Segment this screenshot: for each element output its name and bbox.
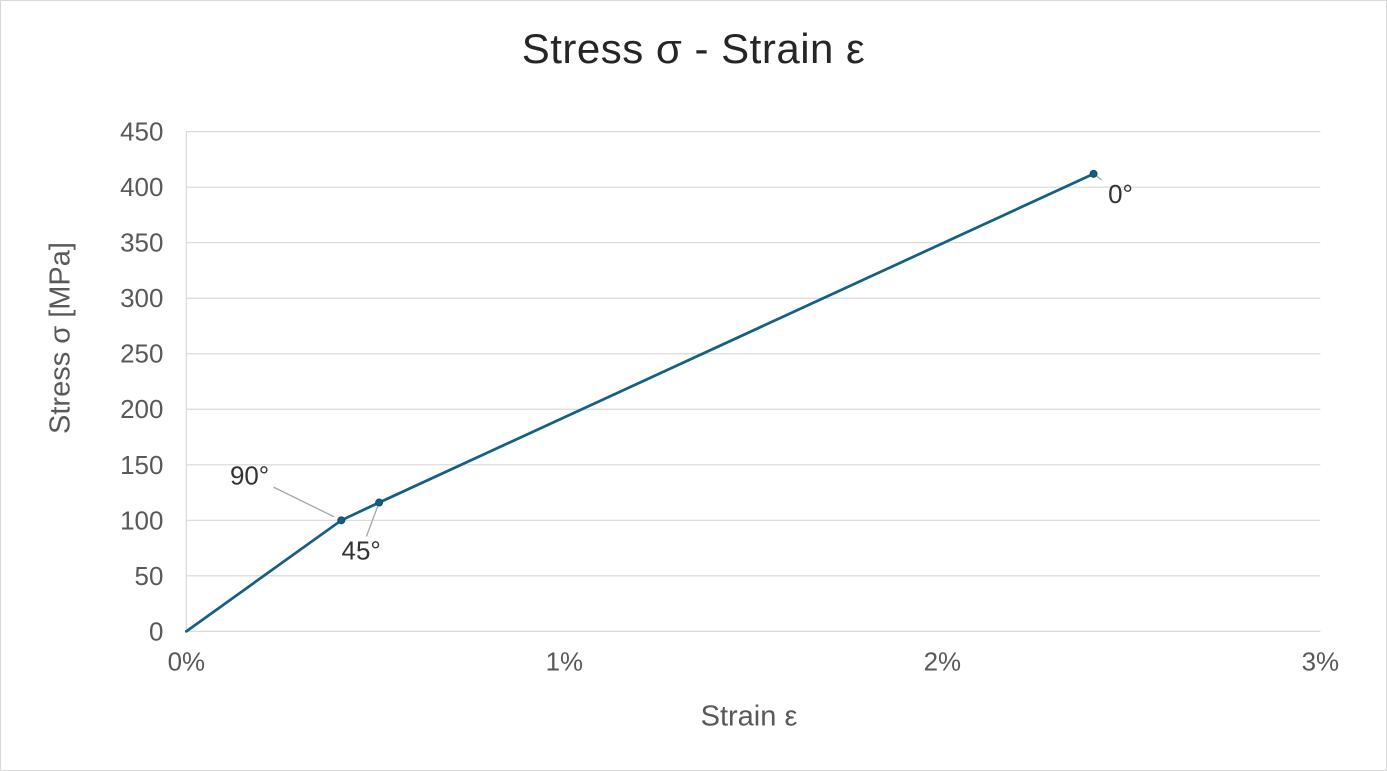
x-tick-label: 0%: [168, 648, 205, 676]
y-tick-label: 250: [120, 341, 163, 369]
data-point-marker: [337, 516, 346, 525]
y-tick-label: 100: [120, 507, 163, 535]
y-tick-label: 150: [120, 452, 163, 480]
series-line: [184, 172, 1095, 633]
x-axis-title: Strain ε: [700, 700, 798, 733]
y-tick-label: 450: [120, 119, 163, 147]
x-tick-label: 2%: [924, 648, 961, 676]
y-tick-label: 400: [120, 174, 163, 202]
data-label-leader-line: [273, 486, 335, 518]
chart-title: Stress σ - Strain ε: [521, 25, 866, 72]
data-point-marker: [375, 498, 384, 507]
data-label: 0°: [1108, 181, 1133, 209]
data-label-leader-line: [365, 506, 379, 537]
data-label: 90°: [230, 462, 269, 490]
data-point-marker: [1089, 169, 1098, 178]
y-tick-label: 50: [135, 563, 164, 591]
x-tick-label: 3%: [1302, 648, 1339, 676]
y-tick-label: 200: [120, 396, 163, 424]
x-tick-label: 1%: [546, 648, 583, 676]
data-label: 45°: [342, 537, 381, 565]
y-tick-label: 300: [120, 285, 163, 313]
y-tick-label: 350: [120, 230, 163, 258]
y-tick-label: 0: [149, 618, 163, 646]
